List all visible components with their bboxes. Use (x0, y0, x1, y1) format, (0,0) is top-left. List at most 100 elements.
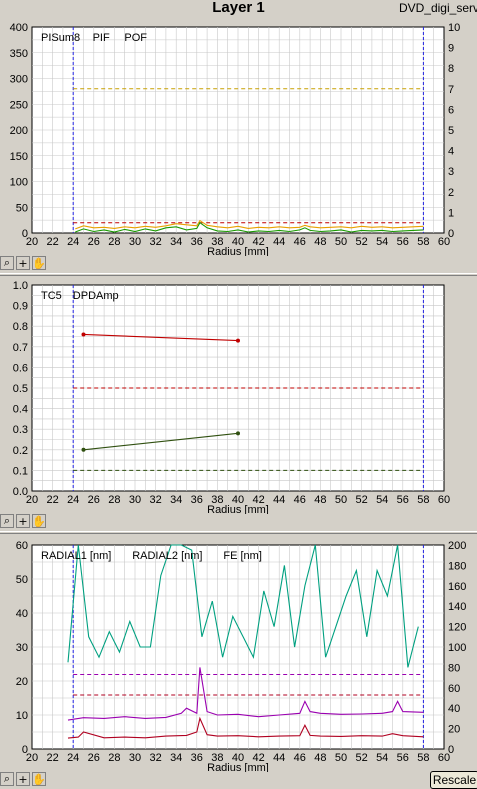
y2-tick-label: 120 (448, 622, 466, 634)
x-tick-label: 50 (335, 236, 347, 248)
y2-tick-label: 180 (448, 560, 466, 572)
x-tick-label: 32 (149, 494, 161, 506)
x-tick-label: 50 (335, 752, 347, 764)
y2-tick-label: 8 (448, 63, 454, 75)
x-tick-label: 54 (376, 236, 388, 248)
chart-title: Layer 1 (212, 0, 265, 16)
x-tick-label: 24 (67, 236, 79, 248)
y-tick-label: 0.7 (13, 342, 28, 354)
y2-tick-label: 1 (448, 207, 454, 219)
y2-tick-label: 160 (448, 581, 466, 593)
data-point (236, 338, 240, 343)
y2-tick-label: 20 (448, 724, 460, 736)
x-tick-label: 48 (314, 236, 326, 248)
x-tick-label: 22 (46, 236, 58, 248)
x-tick-label: 42 (252, 494, 264, 506)
y2-tick-label: 0 (448, 744, 454, 756)
tc-dpd-chart-panel: 20 22 24 26 28 30 32 34 36 38 40 42 44 46 48 50 52 54 56 58… (0, 276, 477, 514)
x-tick-label: 20 (26, 752, 38, 764)
y-tick-label: 0.0 (13, 486, 28, 498)
crosshair-icon[interactable]: + (16, 256, 30, 270)
test-profile-label: DVD_digi_serv (398, 1, 477, 15)
y-tick-label: 0 (22, 228, 28, 240)
tc-dpd-chart[interactable]: 20 22 24 26 28 30 32 34 36 38 40 42 44 46 48 50 52 54 56 58… (0, 276, 477, 514)
x-tick-label: 56 (397, 494, 409, 506)
y-tick-label: 50 (16, 202, 28, 214)
x-tick-label: 36 (191, 236, 203, 248)
x-tick-label: 24 (67, 752, 79, 764)
rescale-button[interactable]: Rescale (430, 771, 477, 789)
y2-tick-label: 6 (448, 104, 454, 116)
x-axis-label: Radius [mm] (207, 762, 269, 772)
y-tick-label: 60 (16, 540, 28, 552)
series-line (67, 716, 424, 739)
x-tick-label: 52 (355, 494, 367, 506)
y-tick-label: 0.6 (13, 362, 28, 374)
y2-tick-label: 80 (448, 662, 460, 674)
y2-tick-label: 9 (448, 43, 454, 55)
x-tick-label: 34 (170, 752, 182, 764)
pan-hand-icon[interactable]: ✋ (32, 514, 46, 528)
x-tick-label: 58 (417, 236, 429, 248)
y-tick-label: 0.3 (13, 424, 28, 436)
title-bar: Layer 1 DVD_digi_serv (0, 0, 477, 18)
zoom-icon[interactable]: ⌕ (0, 514, 14, 528)
y-tick-label: 350 (10, 48, 28, 60)
legend-entry: DPDAmp (73, 290, 119, 302)
x-tick-label: 24 (67, 494, 79, 506)
zoom-icon[interactable]: ⌕ (0, 256, 14, 270)
x-tick-label: 48 (314, 494, 326, 506)
y2-tick-label: 2 (448, 187, 454, 199)
zoom-icon[interactable]: ⌕ (0, 772, 14, 786)
pan-hand-icon[interactable]: ✋ (32, 772, 46, 786)
x-tick-label: 58 (417, 752, 429, 764)
x-tick-label: 46 (294, 752, 306, 764)
pi-po-toolbar: ⌕ + ✋ (0, 256, 46, 272)
series-line (75, 219, 424, 230)
series-line (83, 432, 239, 451)
x-axis-label: Radius [mm] (207, 504, 269, 514)
x-tick-label: 34 (170, 494, 182, 506)
y2-tick-label: 200 (448, 540, 466, 552)
x-tick-label: 56 (397, 752, 409, 764)
x-tick-label: 44 (273, 494, 285, 506)
x-tick-label: 60 (438, 752, 450, 764)
crosshair-icon[interactable]: + (16, 772, 30, 786)
series-line (75, 221, 424, 233)
legend-entry: POF (124, 32, 147, 44)
y-tick-label: 100 (10, 177, 28, 189)
y2-tick-label: 0 (448, 228, 454, 240)
data-point (81, 332, 86, 337)
x-tick-label: 50 (335, 494, 347, 506)
x-tick-label: 48 (314, 752, 326, 764)
x-tick-label: 22 (46, 752, 58, 764)
x-tick-label: 40 (232, 752, 244, 764)
data-point (236, 431, 240, 436)
legend-entry: PISum8 (41, 32, 80, 44)
panel-divider[interactable] (0, 273, 477, 276)
x-tick-label: 52 (355, 752, 367, 764)
legend-entry: RADIAL2 [nm] (132, 550, 202, 562)
x-tick-label: 26 (88, 236, 100, 248)
y-tick-label: 0.5 (13, 383, 28, 395)
radial-fe-toolbar: ⌕ + ✋ (0, 772, 46, 788)
x-tick-label: 52 (355, 236, 367, 248)
x-tick-label: 28 (108, 752, 120, 764)
y2-tick-label: 40 (448, 703, 460, 715)
legend-entry: PIF (93, 32, 110, 44)
crosshair-icon[interactable]: + (16, 514, 30, 528)
pan-hand-icon[interactable]: ✋ (32, 256, 46, 270)
tc-dpd-toolbar: ⌕ + ✋ (0, 514, 46, 530)
y2-tick-label: 60 (448, 683, 460, 695)
radial-fe-chart[interactable]: 20 22 24 26 28 30 32 34 36 38 40 42 44 46 48 50 52 54 56 58… (0, 534, 477, 772)
y2-tick-label: 4 (448, 146, 454, 158)
pi-po-chart[interactable]: 20 22 24 26 28 30 32 34 36 38 40 42 44 46 48 50 52 54 56 58… (0, 18, 477, 256)
series-line (67, 667, 424, 721)
x-tick-label: 40 (232, 236, 244, 248)
y-tick-label: 50 (16, 574, 28, 586)
x-tick-label: 54 (376, 494, 388, 506)
y-tick-label: 30 (16, 642, 28, 654)
y-tick-label: 200 (10, 125, 28, 137)
x-tick-label: 26 (88, 752, 100, 764)
panel-divider[interactable] (0, 531, 477, 534)
